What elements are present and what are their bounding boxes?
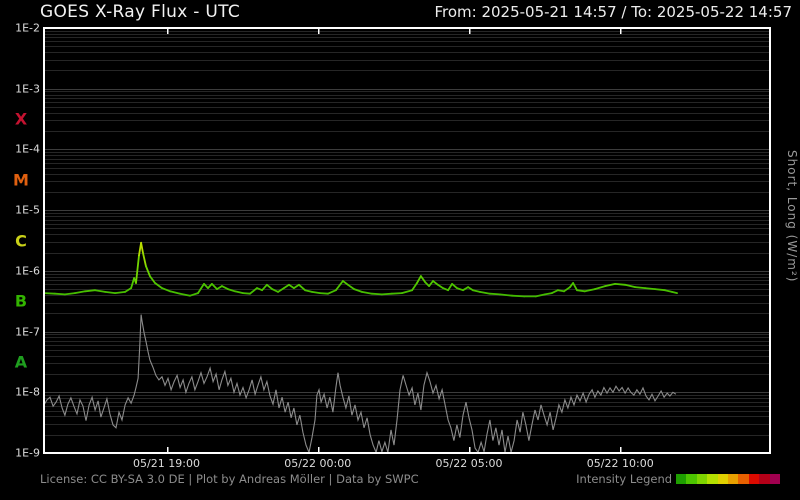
intensity-legend-swatch — [707, 474, 718, 484]
intensity-legend-swatch — [676, 474, 687, 484]
y-tick-label: 1E-4 — [15, 142, 40, 156]
intensity-legend-swatch — [769, 474, 780, 484]
intensity-legend-swatch — [696, 474, 708, 484]
x-tick-label: 05/22 05:00 — [435, 457, 503, 470]
x-tick-label: 05/22 00:00 — [284, 457, 352, 470]
intensity-legend: Intensity Legend — [576, 472, 780, 486]
intensity-legend-swatch — [728, 474, 739, 484]
intensity-legend-swatch — [686, 474, 697, 484]
time-range-label: From: 2025-05-21 14:57 / To: 2025-05-22 … — [434, 3, 792, 21]
time-ticks — [166, 28, 622, 453]
y-tick-label: 1E-5 — [15, 203, 40, 217]
license-text: License: CC BY-SA 3.0 DE | Plot by Andre… — [40, 472, 419, 486]
intensity-legend-swatch — [759, 474, 770, 484]
intensity-legend-swatch — [738, 474, 749, 484]
x-tick-label: 05/22 10:00 — [586, 457, 654, 470]
x-tick-label: 05/21 19:00 — [133, 457, 200, 470]
flare-class-label-c: C — [15, 231, 27, 250]
y-tick-label: 1E-9 — [15, 446, 40, 460]
page-title: GOES X-Ray Flux - UTC — [40, 2, 241, 22]
intensity-legend-swatch — [717, 474, 729, 484]
y-tick-label: 1E-2 — [15, 21, 40, 35]
intensity-legend-bar — [676, 474, 780, 484]
right-axis-unit-label: Short, Long (W/m²) — [785, 150, 799, 283]
y-tick-label: 1E-6 — [15, 264, 40, 278]
plot-border — [43, 27, 771, 454]
flare-class-label-m: M — [13, 170, 29, 190]
flare-class-label-a: A — [14, 352, 28, 372]
intensity-legend-swatch — [748, 474, 760, 484]
intensity-legend-label: Intensity Legend — [576, 472, 673, 486]
y-tick-label: 1E-3 — [15, 82, 40, 96]
long-flux-line — [43, 241, 678, 298]
flare-class-label-x: X — [14, 109, 28, 129]
short-flux-line — [43, 314, 677, 455]
y-tick-label: 1E-7 — [15, 325, 40, 339]
y-tick-label: 1E-8 — [15, 385, 40, 399]
flare-class-label-b: B — [14, 291, 28, 311]
